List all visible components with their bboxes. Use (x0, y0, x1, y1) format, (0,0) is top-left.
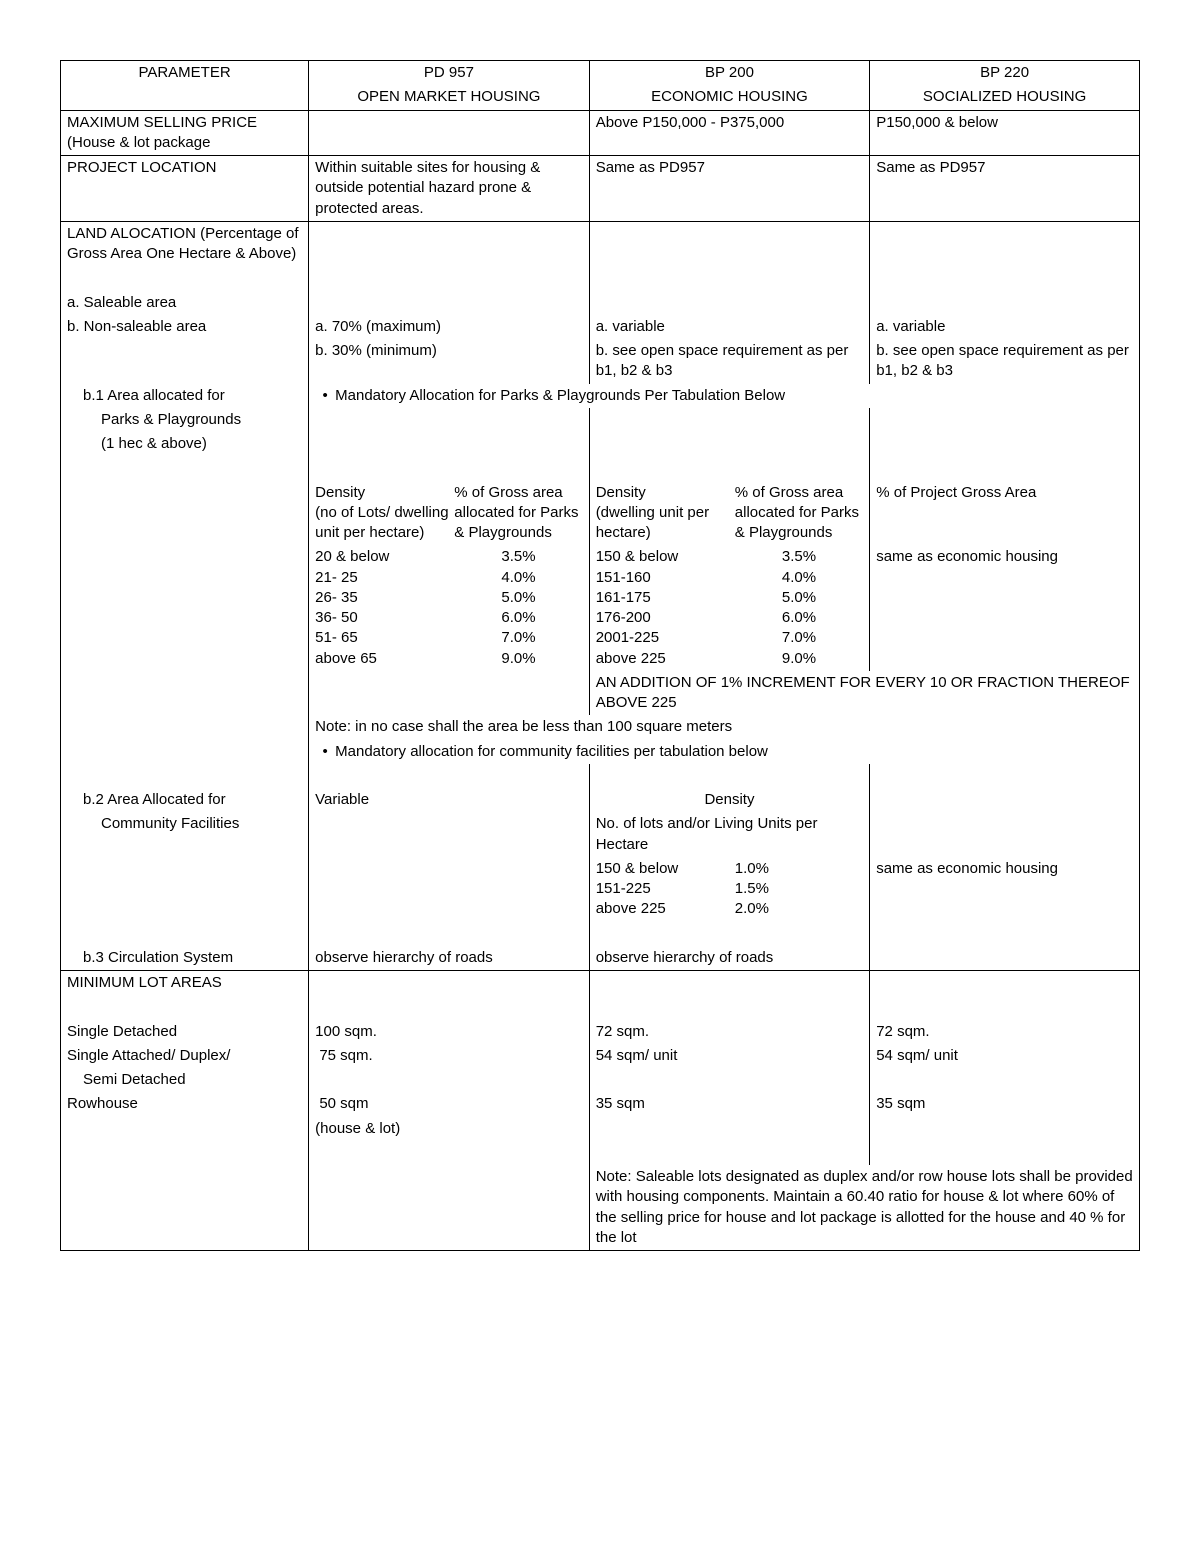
minlot-r3-pd957: 50 sqm (309, 1092, 590, 1116)
header-bp200-sub: ECONOMIC HOUSING (589, 85, 870, 110)
minlot-r3b-pd957: (house & lot) (309, 1117, 590, 1141)
b2-bp200-rows: 150 & below1.0%151-2251.5%above 2252.0% (596, 859, 864, 920)
table-row: 20 & below3.5% (315, 547, 583, 567)
header-pd957: PD 957 (309, 61, 590, 86)
table-row: above 2259.0% (596, 649, 864, 669)
b1-label-3: (1 hec & above) (61, 432, 309, 456)
table-row: above 2252.0% (596, 899, 864, 919)
row-max-price-bp220: P150,000 & below (870, 110, 1140, 156)
density-bp220-note: same as economic housing (870, 545, 1140, 671)
row-location-label: PROJECT LOCATION (61, 156, 309, 222)
minlot-r1-pd957: 100 sqm. (309, 1020, 590, 1044)
b2-bp200-h1: Density (589, 788, 870, 812)
minlot-label: MINIMUM LOT AREAS (61, 971, 309, 996)
minlot-r2-label: Single Attached/ Duplex/ (61, 1044, 309, 1068)
table-row: 36- 506.0% (315, 608, 583, 628)
table-row: 151-2251.5% (596, 879, 864, 899)
b3-pd957: observe hierarchy of roads (309, 946, 590, 971)
land-alloc-bp220-a: a. variable (870, 315, 1140, 339)
row-location-bp220: Same as PD957 (870, 156, 1140, 222)
b2-bp200-h2: No. of lots and/or Living Units per Hect… (589, 812, 870, 857)
density-bp200-rows: 150 & below3.5%151-1604.0%161-1755.0%176… (596, 547, 864, 669)
density-note-100sqm: Note: in no case shall the area be less … (309, 715, 1140, 739)
density-bp220-header: % of Project Gross Area (870, 481, 1140, 546)
b2-label-1: b.2 Area Allocated for (61, 788, 309, 812)
table-row: 150 & below3.5% (596, 547, 864, 567)
row-land-alloc-label: LAND ALOCATION (Percentage of Gross Area… (61, 221, 309, 266)
minlot-r3-label: Rowhouse (61, 1092, 309, 1116)
b1-bullet: • Mandatory Allocation for Parks & Playg… (315, 386, 1133, 406)
header-bp220: BP 220 (870, 61, 1140, 86)
minlot-r1-label: Single Detached (61, 1020, 309, 1044)
b3-bp200: observe hierarchy of roads (589, 946, 870, 971)
table-row: 26- 355.0% (315, 588, 583, 608)
minlot-r2-bp200: 54 sqm/ unit (589, 1044, 870, 1068)
b1-label-2: Parks & Playgrounds (61, 408, 309, 432)
header-parameter: PARAMETER (61, 61, 309, 86)
bullet-icon: • (315, 742, 335, 762)
row-max-price-bp200: Above P150,000 - P375,000 (589, 110, 870, 156)
housing-parameters-table: PARAMETER PD 957 BP 200 BP 220 OPEN MARK… (60, 60, 1140, 1251)
land-alloc-bp220-b: b. see open space requirement as per b1,… (870, 339, 1140, 384)
density-addition-note: AN ADDITION OF 1% INCREMENT FOR EVERY 10… (589, 671, 1139, 716)
minlot-r1-bp200: 72 sqm. (589, 1020, 870, 1044)
b3-label: b.3 Circulation System (61, 946, 309, 971)
b2-pd957: Variable (309, 788, 590, 812)
land-alloc-a: a. Saleable area (61, 291, 309, 315)
table-row: 151-1604.0% (596, 568, 864, 588)
header-pd957-sub: OPEN MARKET HOUSING (309, 85, 590, 110)
minlot-r2b-label: Semi Detached (61, 1068, 309, 1092)
land-alloc-bp200-a: a. variable (589, 315, 870, 339)
minlot-r1-bp220: 72 sqm. (870, 1020, 1140, 1044)
density-bp200-header: Density(dwelling unit per hectare) % of … (596, 483, 864, 544)
header-bp200: BP 200 (589, 61, 870, 86)
table-row: 21- 254.0% (315, 568, 583, 588)
table-row: above 659.0% (315, 649, 583, 669)
table-row: 150 & below1.0% (596, 859, 864, 879)
minlot-r3-bp200: 35 sqm (589, 1092, 870, 1116)
minlot-r2-bp220: 54 sqm/ unit (870, 1044, 1140, 1068)
table-row: 2001-2257.0% (596, 628, 864, 648)
density-pd957-rows: 20 & below3.5%21- 254.0%26- 355.0%36- 50… (315, 547, 583, 669)
header-bp220-sub: SOCIALIZED HOUSING (870, 85, 1140, 110)
land-alloc-b: b. Non-saleable area (61, 315, 309, 339)
row-location-bp200: Same as PD957 (589, 156, 870, 222)
row-max-price-label: MAXIMUM SELLING PRICE (House & lot packa… (61, 110, 309, 156)
bullet-icon: • (315, 386, 335, 406)
row-max-price-pd957 (309, 110, 590, 156)
land-alloc-pd957-a: a. 70% (maximum) (309, 315, 590, 339)
table-row: 51- 657.0% (315, 628, 583, 648)
table-row: 161-1755.0% (596, 588, 864, 608)
b2-bp220: same as economic housing (870, 857, 1140, 922)
community-bullet: • Mandatory allocation for community fac… (315, 742, 1133, 762)
land-alloc-bp200-b: b. see open space requirement as per b1,… (589, 339, 870, 384)
minlot-r3-bp220: 35 sqm (870, 1092, 1140, 1116)
row-location-pd957: Within suitable sites for housing & outs… (309, 156, 590, 222)
minlot-note: Note: Saleable lots designated as duplex… (589, 1165, 1139, 1251)
b1-label-1: b.1 Area allocated for (61, 384, 309, 408)
b2-label-2: Community Facilities (61, 812, 309, 857)
density-pd957-header: Density(no of Lots/ dwelling unit per he… (315, 483, 583, 544)
table-row: 176-2006.0% (596, 608, 864, 628)
land-alloc-pd957-b: b. 30% (minimum) (309, 339, 590, 384)
minlot-r2-pd957: 75 sqm. (309, 1044, 590, 1068)
